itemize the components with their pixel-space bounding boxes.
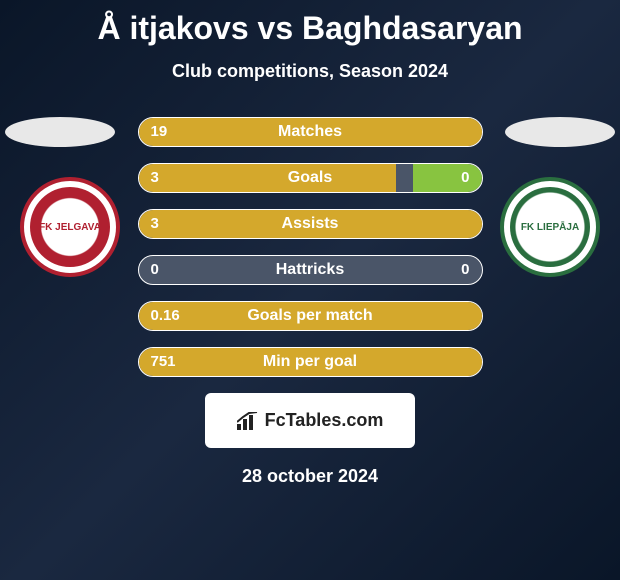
chart-icon <box>237 412 259 430</box>
stat-row: Goals per match0.16 <box>138 301 483 331</box>
stat-value-left: 3 <box>151 164 159 192</box>
stat-value-left: 0.16 <box>151 302 180 330</box>
club-name-right: FK LIEPĀJA <box>521 222 579 233</box>
stat-value-right: 0 <box>461 256 469 284</box>
subtitle: Club competitions, Season 2024 <box>0 61 620 82</box>
stat-value-left: 751 <box>151 348 176 376</box>
stat-row: Min per goal751 <box>138 347 483 377</box>
stat-row: Assists3 <box>138 209 483 239</box>
date-label: 28 october 2024 <box>0 466 620 487</box>
brand-text: FcTables.com <box>265 410 384 431</box>
stat-label: Assists <box>139 210 482 238</box>
club-name-left: FK JELGAVA <box>39 222 101 233</box>
brand-badge[interactable]: FcTables.com <box>205 393 415 448</box>
stat-value-left: 19 <box>151 118 168 146</box>
club-logo-left: FK JELGAVA <box>20 177 120 277</box>
stat-label: Min per goal <box>139 348 482 376</box>
stat-label: Goals <box>139 164 482 192</box>
stat-label: Goals per match <box>139 302 482 330</box>
club-logo-right: FK LIEPĀJA <box>500 177 600 277</box>
stat-row: Goals3 0 <box>138 163 483 193</box>
page-title: Å itjakovs vs Baghdasaryan <box>0 0 620 47</box>
stat-row: Hattricks0 0 <box>138 255 483 285</box>
stat-value-left: 0 <box>151 256 159 284</box>
stat-row: Matches19 <box>138 117 483 147</box>
stat-value-right: 0 <box>461 164 469 192</box>
player-photo-left <box>5 117 115 147</box>
player-photo-right <box>505 117 615 147</box>
stat-label: Hattricks <box>139 256 482 284</box>
stats-list: Matches19Goals30Assists3Hattricks00Goals… <box>138 117 483 377</box>
stat-label: Matches <box>139 118 482 146</box>
stat-value-left: 3 <box>151 210 159 238</box>
comparison-panel: FK JELGAVA FK LIEPĀJA Matches19Goals30As… <box>0 117 620 487</box>
